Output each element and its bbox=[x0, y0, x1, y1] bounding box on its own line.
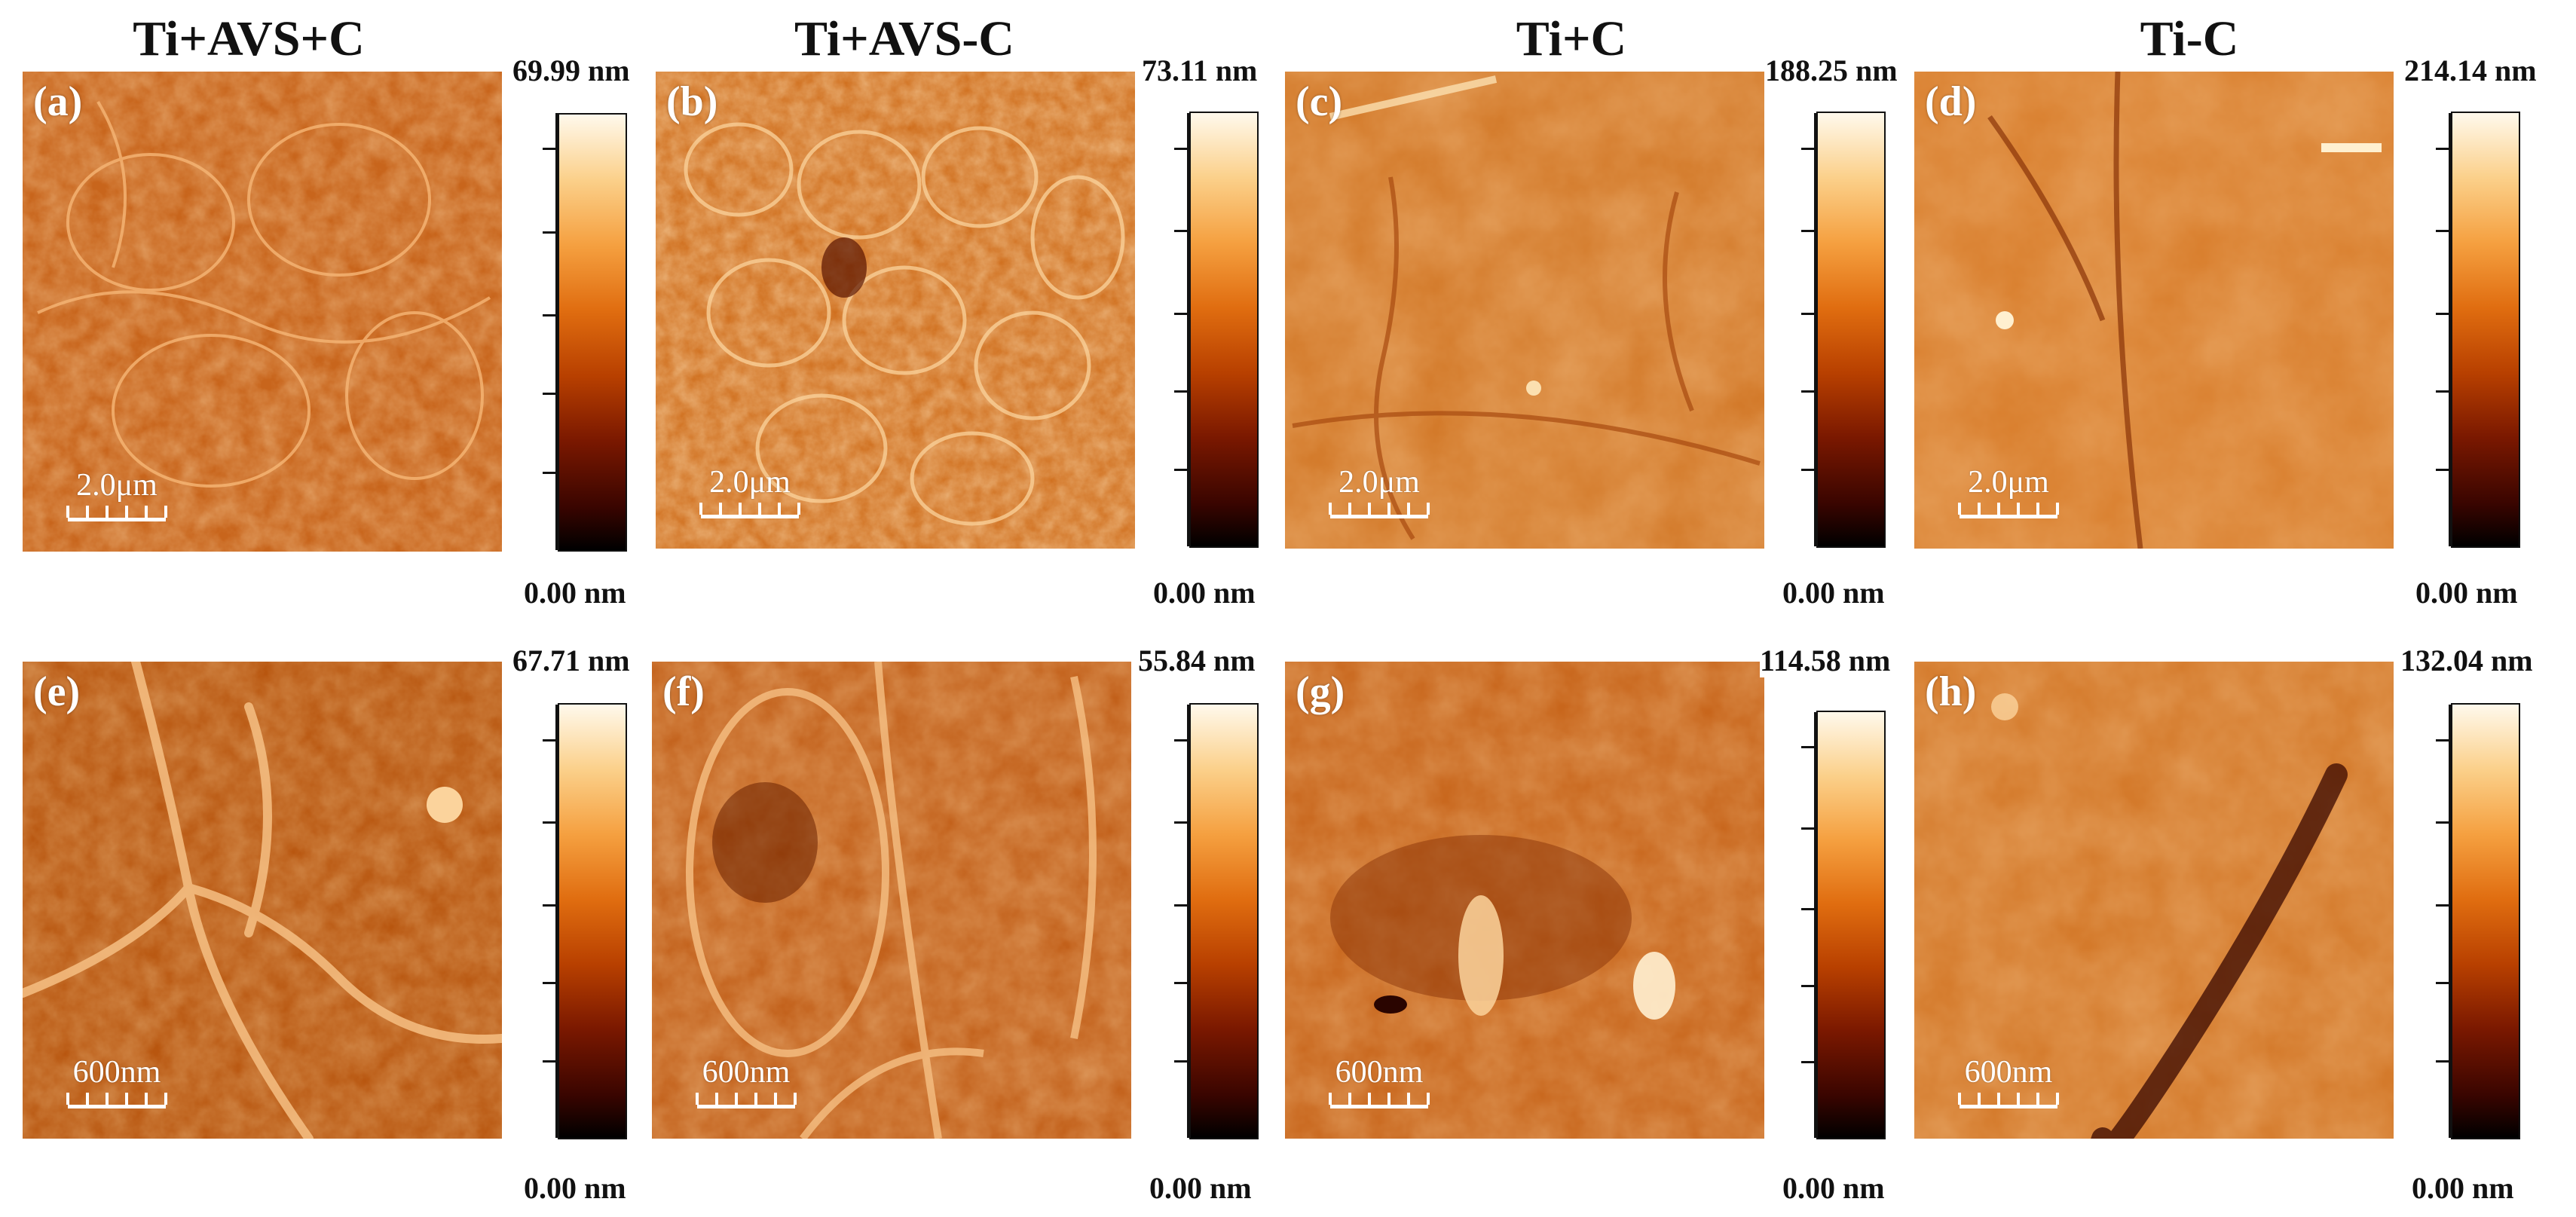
scalebar-line-h bbox=[1958, 1090, 2059, 1108]
column-title-1: Ti+AVS+C bbox=[133, 11, 365, 66]
afm-texture-d bbox=[1914, 72, 2394, 549]
afm-image-f: (f) 600nm bbox=[652, 662, 1131, 1139]
colorbar-min-c: 0.00 nm bbox=[1782, 576, 1885, 610]
colorbar-h bbox=[2451, 703, 2520, 1139]
panel-label-h: (h) bbox=[1925, 668, 1977, 715]
scalebar-line-d bbox=[1958, 500, 2059, 518]
scalebar-label-d: 2.0μm bbox=[1968, 465, 2049, 500]
colorbar-ticks-a bbox=[543, 113, 558, 550]
panel-label-c: (c) bbox=[1296, 78, 1343, 125]
afm-texture-b bbox=[656, 72, 1135, 549]
colorbar-ticks-h bbox=[2436, 705, 2451, 1138]
panel-label-a: (a) bbox=[33, 78, 83, 125]
afm-image-d: (d) 2.0μm bbox=[1914, 72, 2394, 549]
colorbar-min-f: 0.00 nm bbox=[1149, 1171, 1252, 1205]
colorbar-min-b: 0.00 nm bbox=[1153, 576, 1256, 610]
afm-image-h: (h) 600nm bbox=[1914, 662, 2394, 1139]
scalebar-line-g bbox=[1329, 1090, 1430, 1108]
scalebar-label-f: 600nm bbox=[702, 1055, 791, 1090]
afm-image-e: (e) 600nm bbox=[23, 662, 502, 1139]
colorbar-ticks-f bbox=[1174, 705, 1189, 1138]
colorbar-a bbox=[558, 113, 627, 552]
colorbar-max-e: 67.71 nm bbox=[512, 644, 630, 677]
scalebar-line-b bbox=[699, 500, 800, 518]
colorbar-e bbox=[558, 703, 627, 1139]
afm-image-a: (a) 2.0μm bbox=[23, 72, 502, 552]
column-title-2: Ti+AVS-C bbox=[794, 11, 1014, 66]
scalebar-line-e bbox=[66, 1090, 167, 1108]
colorbar-d bbox=[2451, 112, 2520, 548]
colorbar-min-g: 0.00 nm bbox=[1782, 1171, 1885, 1205]
colorbar-max-f: 55.84 nm bbox=[1138, 644, 1256, 677]
colorbar-min-h: 0.00 nm bbox=[2412, 1171, 2514, 1205]
scalebar-line-a bbox=[66, 503, 167, 521]
colorbar-ticks-e bbox=[543, 705, 558, 1138]
afm-image-b: (b) 2.0μm bbox=[656, 72, 1135, 549]
scalebar-f: 600nm bbox=[696, 1055, 797, 1108]
colorbar-ticks-c bbox=[1801, 113, 1816, 546]
scalebar-label-g: 600nm bbox=[1335, 1055, 1424, 1090]
scalebar-label-h: 600nm bbox=[1964, 1055, 2053, 1090]
scalebar-label-c: 2.0μm bbox=[1338, 465, 1420, 500]
scalebar-b: 2.0μm bbox=[699, 465, 800, 518]
scalebar-label-b: 2.0μm bbox=[709, 465, 791, 500]
scalebar-e: 600nm bbox=[66, 1055, 167, 1108]
panel-label-e: (e) bbox=[33, 668, 81, 715]
afm-image-g: (g) 600nm bbox=[1285, 662, 1764, 1139]
column-title-4: Ti-C bbox=[2140, 11, 2239, 66]
colorbar-max-d: 214.14 nm bbox=[2404, 54, 2537, 87]
scalebar-label-e: 600nm bbox=[72, 1055, 161, 1090]
afm-texture-e bbox=[23, 662, 502, 1139]
scalebar-label-a: 2.0μm bbox=[76, 468, 158, 503]
panel-label-b: (b) bbox=[666, 78, 718, 125]
colorbar-g bbox=[1816, 711, 1886, 1139]
scalebar-line-f bbox=[696, 1090, 797, 1108]
colorbar-b bbox=[1189, 112, 1259, 548]
scalebar-c: 2.0μm bbox=[1329, 465, 1430, 518]
colorbar-ticks-g bbox=[1801, 712, 1816, 1138]
colorbar-f bbox=[1189, 703, 1259, 1139]
colorbar-max-h: 132.04 nm bbox=[2400, 644, 2533, 677]
scalebar-h: 600nm bbox=[1958, 1055, 2059, 1108]
colorbar-max-b: 73.11 nm bbox=[1142, 54, 1258, 87]
afm-texture-f bbox=[652, 662, 1131, 1139]
scalebar-d: 2.0μm bbox=[1958, 465, 2059, 518]
colorbar-ticks-b bbox=[1174, 113, 1189, 546]
colorbar-c bbox=[1816, 112, 1886, 548]
afm-image-c: (c) 2.0μm bbox=[1285, 72, 1764, 549]
colorbar-max-g: 114.58 nm bbox=[1760, 644, 1891, 677]
colorbar-max-a: 69.99 nm bbox=[512, 54, 630, 87]
colorbar-min-d: 0.00 nm bbox=[2415, 576, 2518, 610]
afm-texture-h bbox=[1914, 662, 2394, 1139]
panel-label-g: (g) bbox=[1296, 668, 1345, 715]
scalebar-line-c bbox=[1329, 500, 1430, 518]
colorbar-min-e: 0.00 nm bbox=[524, 1171, 626, 1205]
afm-texture-a bbox=[23, 72, 502, 552]
afm-texture-g bbox=[1285, 662, 1764, 1139]
colorbar-min-a: 0.00 nm bbox=[524, 576, 626, 610]
colorbar-ticks-d bbox=[2436, 113, 2451, 546]
scalebar-a: 2.0μm bbox=[66, 468, 167, 521]
panel-label-d: (d) bbox=[1925, 78, 1977, 125]
scalebar-g: 600nm bbox=[1329, 1055, 1430, 1108]
column-title-3: Ti+C bbox=[1516, 11, 1627, 66]
panel-label-f: (f) bbox=[662, 668, 705, 715]
afm-texture-c bbox=[1285, 72, 1764, 549]
colorbar-max-c: 188.25 nm bbox=[1765, 54, 1898, 87]
